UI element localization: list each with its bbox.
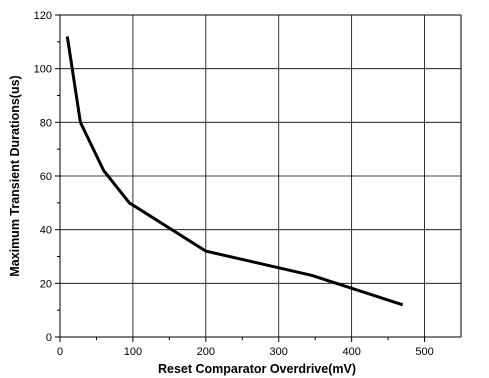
axes (55, 14, 462, 342)
x-tick-label: 300 (270, 346, 288, 358)
x-tick-label: 400 (342, 346, 360, 358)
y-tick-label: 80 (40, 117, 52, 129)
x-axis-title: Reset Comparator Overdrive(mV) (158, 362, 356, 376)
y-tick-label: 20 (40, 278, 52, 290)
x-tick-label: 0 (57, 346, 63, 358)
y-tick-label: 60 (40, 171, 52, 183)
x-tick-label: 200 (197, 346, 215, 358)
y-tick-label: 0 (46, 332, 52, 344)
y-tick-label: 40 (40, 225, 52, 237)
y-tick-label: 120 (34, 10, 52, 22)
y-tick-label: 100 (34, 64, 52, 76)
x-tick-label: 500 (415, 346, 433, 358)
series-line (65, 36, 404, 307)
tick-labels: 0 100 200 300 400 500 0 20 40 60 80 100 120 (34, 10, 434, 358)
grid-lines (60, 14, 461, 337)
series-layer (65, 36, 404, 307)
y-axis-title: Maximum Transient Durations(us) (8, 75, 22, 276)
x-tick-label: 100 (124, 346, 142, 358)
